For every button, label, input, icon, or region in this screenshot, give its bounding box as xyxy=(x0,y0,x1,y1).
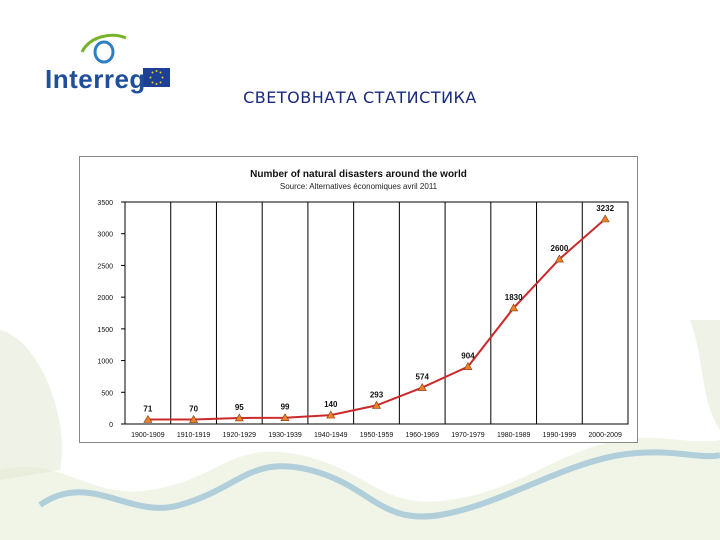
data-point-marker xyxy=(280,413,290,422)
data-point-marker xyxy=(326,410,336,419)
x-tick-label: 1930-1939 xyxy=(268,432,302,439)
data-point-marker xyxy=(554,254,564,263)
data-label: 95 xyxy=(235,403,244,412)
x-tick-label: 1940-1949 xyxy=(314,432,348,439)
y-tick-label: 2000 xyxy=(97,295,113,302)
slide-title: СВЕТОВНАТА СТАТИСТИКА xyxy=(243,88,477,107)
x-tick-label: 1960-1969 xyxy=(405,432,439,439)
chart-subtitle: Source: Alternatives économiques avril 2… xyxy=(279,182,438,191)
x-tick-label: 1950-1959 xyxy=(360,432,394,439)
y-tick-label: 1500 xyxy=(97,327,113,334)
data-label: 2600 xyxy=(551,244,569,253)
data-point-marker xyxy=(509,303,519,312)
chart-panel: 0 500 1000 1500 2000 2500 3000 3500 1900-1909 191… xyxy=(79,156,638,443)
y-tick-label: 3000 xyxy=(97,232,113,239)
data-point-marker xyxy=(189,414,199,423)
data-label: 140 xyxy=(324,400,338,409)
terrain-decoration-right xyxy=(690,320,720,430)
x-tick-label: 1910-1919 xyxy=(177,432,211,439)
data-point-marker xyxy=(600,214,610,223)
data-label: 99 xyxy=(281,403,290,412)
y-tick-label: 500 xyxy=(101,390,113,397)
x-tick-label: 1900-1909 xyxy=(131,432,165,439)
x-tick-label: 1920-1929 xyxy=(223,432,257,439)
logo-e-icon xyxy=(93,40,115,64)
chart-canvas: 0 500 1000 1500 2000 2500 3000 3500 1900-1909 191… xyxy=(97,200,629,439)
y-tick-label: 0 xyxy=(109,422,113,429)
y-tick-label: 3500 xyxy=(97,200,113,207)
x-tick-label: 2000-2009 xyxy=(588,432,622,439)
data-point-marker xyxy=(143,414,153,423)
eu-stars-icon xyxy=(149,70,164,85)
y-tick-label: 1000 xyxy=(97,359,113,366)
data-point-marker xyxy=(417,382,427,391)
data-point-marker xyxy=(371,400,382,409)
logo-swoosh-icon xyxy=(80,33,127,53)
terrain-decoration xyxy=(0,330,62,480)
data-label: 904 xyxy=(461,352,475,361)
data-label: 293 xyxy=(370,390,384,399)
x-tick-label: 1970-1979 xyxy=(451,432,485,439)
data-label: 574 xyxy=(416,373,430,382)
data-label: 1830 xyxy=(505,293,523,302)
eu-flag-icon xyxy=(143,68,170,87)
x-tick-label: 1990-1999 xyxy=(543,432,577,439)
x-tick-label: 1980-1989 xyxy=(497,432,531,439)
plot-area xyxy=(124,201,629,425)
river-decoration xyxy=(0,437,720,540)
data-label: 3232 xyxy=(596,204,614,213)
data-point-marker xyxy=(463,362,473,370)
data-point-marker xyxy=(234,413,244,422)
river-line xyxy=(38,449,720,520)
logo-wordmark: Interreg xyxy=(45,64,146,94)
data-label: 70 xyxy=(189,405,198,414)
interreg-logo xyxy=(80,33,170,87)
chart-title: Number of natural disasters around the w… xyxy=(250,169,467,180)
y-tick-label: 2500 xyxy=(97,263,113,270)
data-label: 71 xyxy=(143,404,152,413)
